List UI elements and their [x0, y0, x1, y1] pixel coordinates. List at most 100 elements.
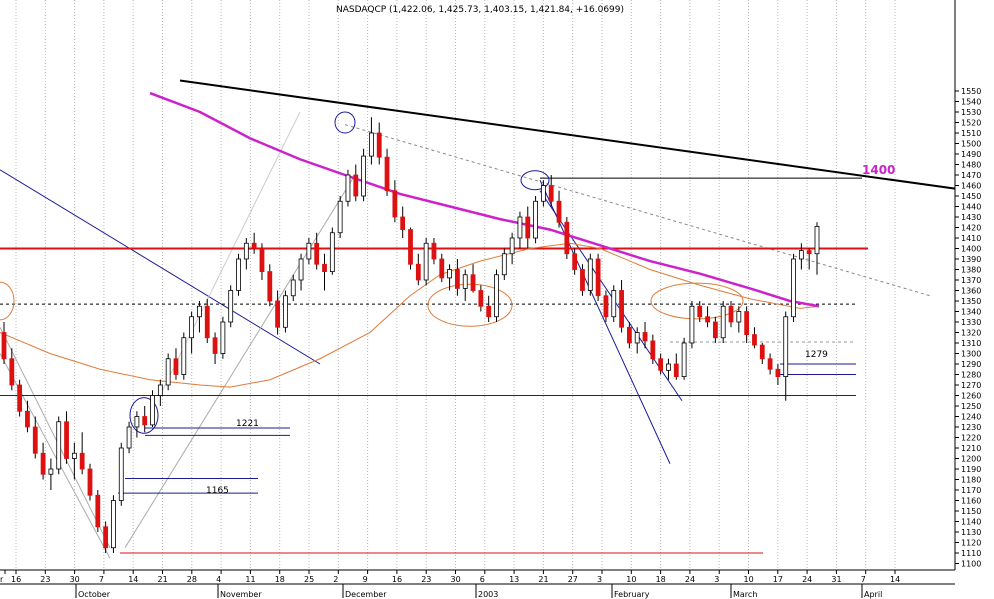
- candle-body: [25, 410, 30, 428]
- x-tick-label: 30: [70, 575, 80, 584]
- candle-body: [494, 274, 499, 318]
- candle-body: [212, 337, 218, 354]
- candle-body: [783, 316, 789, 377]
- month-label: March: [733, 590, 757, 599]
- overlay-lines: [0, 79, 956, 559]
- y-tick-label: 1520: [961, 119, 981, 128]
- y-tick-label: 1110: [961, 549, 981, 558]
- candle-body: [298, 258, 304, 281]
- candle-body: [408, 229, 413, 265]
- candle-body: [40, 452, 46, 475]
- y-tick-label: 1150: [961, 507, 981, 516]
- x-tick-label: 24: [685, 575, 695, 584]
- candle-body: [455, 269, 460, 289]
- x-tick-label: 23: [421, 575, 431, 584]
- moving-average-slow: [0, 242, 820, 388]
- trend-line: [0, 327, 111, 548]
- y-tick-label: 1460: [961, 182, 981, 191]
- x-tick-label: 10: [744, 575, 754, 584]
- y-tick-label: 1120: [961, 539, 981, 548]
- month-label: November: [220, 590, 262, 599]
- y-tick-label: 1250: [961, 402, 981, 411]
- y-tick-label: 1300: [961, 350, 981, 359]
- candle-body: [744, 311, 750, 336]
- y-tick-label: 1160: [961, 497, 981, 506]
- candle-body: [666, 363, 671, 371]
- y-tick-label: 1470: [961, 171, 981, 180]
- x-tick-label: 13: [509, 575, 519, 584]
- candle-body: [87, 468, 93, 496]
- x-tick-label: 27: [568, 575, 578, 584]
- candle-body: [290, 279, 296, 297]
- candle-body: [767, 358, 773, 370]
- y-tick-label: 1130: [961, 528, 981, 537]
- candle-body: [634, 332, 640, 344]
- candle-body: [705, 316, 710, 323]
- y-tick-label: 1380: [961, 266, 981, 275]
- candle-body: [17, 384, 23, 412]
- y-tick-label: 1180: [961, 476, 981, 485]
- y-tick-label: 1390: [961, 255, 981, 264]
- candle-body: [361, 155, 366, 197]
- y-tick-label: 1290: [961, 360, 981, 369]
- x-tick-label: 3: [714, 575, 719, 584]
- x-tick-label: 16: [392, 575, 402, 584]
- candle-body: [752, 334, 757, 346]
- candle-body: [509, 237, 515, 255]
- candle-body: [681, 342, 687, 377]
- x-tick-label: 31: [831, 575, 841, 584]
- candle-body: [322, 263, 327, 272]
- candle-body: [611, 290, 617, 318]
- x-tick-label: 7: [861, 575, 866, 584]
- candle-body: [423, 242, 429, 281]
- level-label-1279: 1279: [805, 350, 828, 360]
- y-tick-label: 1360: [961, 287, 981, 296]
- y-tick-label: 1400: [961, 245, 981, 254]
- candle-body: [587, 258, 593, 291]
- trend-line: [539, 180, 671, 464]
- candle-body: [1, 332, 7, 360]
- y-tick-label: 1430: [961, 213, 981, 222]
- candle-body: [259, 248, 265, 273]
- candle-body: [345, 174, 351, 202]
- y-tick-label: 1220: [961, 434, 981, 443]
- candle-body: [197, 305, 202, 318]
- x-tick-label: 18: [656, 575, 666, 584]
- y-tick-label: 1530: [961, 108, 981, 117]
- y-tick-label: 1330: [961, 318, 981, 327]
- trend-line: [159, 111, 301, 396]
- x-tick-label: 23: [40, 575, 50, 584]
- highlight-ellipse: [650, 282, 744, 320]
- y-tick-label: 1280: [961, 371, 981, 380]
- candle-body: [48, 468, 54, 475]
- y-tick-label: 1500: [961, 140, 981, 149]
- trend-line: [0, 169, 321, 365]
- candle-body: [439, 258, 445, 279]
- highlight-ellipse: [129, 397, 159, 434]
- x-tick-label: 14: [890, 575, 900, 584]
- candle-body: [204, 305, 210, 339]
- candle-body: [415, 263, 421, 281]
- level-label-1221: 1221: [236, 419, 259, 429]
- highlight-ellipse: [0, 281, 15, 321]
- candle-body: [533, 200, 538, 239]
- y-tick-label: 1140: [961, 518, 981, 527]
- candle-body: [431, 242, 437, 260]
- y-tick-label: 1440: [961, 203, 981, 212]
- y-tick-label: 1540: [961, 98, 981, 107]
- candle-body: [798, 250, 804, 260]
- candle-body: [619, 290, 624, 328]
- month-label: 2003: [478, 590, 498, 599]
- y-tick-label: 1270: [961, 381, 981, 390]
- candle-body: [32, 426, 38, 454]
- candle-body: [314, 242, 320, 265]
- candle-body: [447, 269, 452, 279]
- candle-body: [486, 305, 492, 318]
- trend-line: [0, 353, 111, 559]
- candle-body: [501, 253, 507, 276]
- candle-body: [369, 132, 374, 157]
- candle-body: [189, 316, 195, 339]
- moving-average-fast: [149, 91, 820, 308]
